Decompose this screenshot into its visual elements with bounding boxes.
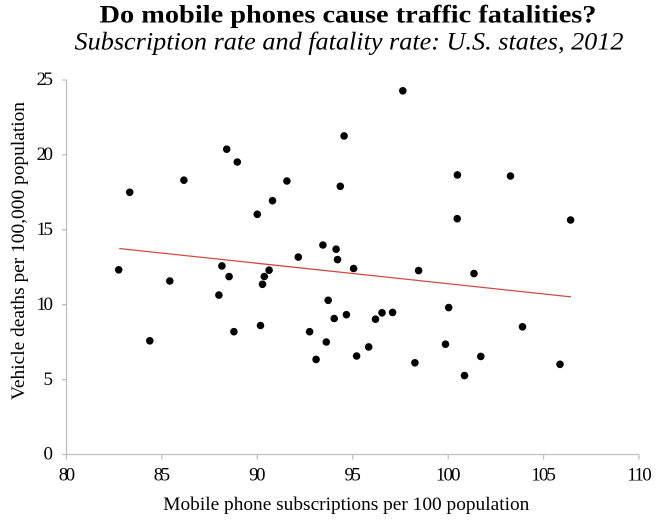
svg-text:5: 5: [44, 369, 54, 390]
svg-text:80: 80: [59, 465, 75, 486]
svg-text:Do mobile phones cause traffic: Do mobile phones cause traffic fatalitie…: [100, 0, 597, 29]
svg-text:0: 0: [44, 444, 54, 465]
svg-text:105: 105: [531, 465, 556, 486]
svg-text:10: 10: [37, 294, 53, 315]
svg-text:110: 110: [627, 465, 652, 486]
svg-text:Vehicle deaths per 100,000 pop: Vehicle deaths per 100,000 population: [9, 102, 29, 400]
svg-text:15: 15: [37, 219, 53, 240]
svg-text:100: 100: [436, 465, 461, 486]
svg-text:85: 85: [154, 465, 170, 486]
svg-text:Subscription rate and fatality: Subscription rate and fatality rate: U.S…: [75, 27, 624, 56]
svg-text:20: 20: [37, 144, 53, 165]
svg-text:90: 90: [249, 465, 265, 486]
svg-text:25: 25: [37, 69, 53, 90]
svg-text:95: 95: [345, 465, 361, 486]
svg-text:Mobile phone subscriptions per: Mobile phone subscriptions per 100 popul…: [163, 495, 529, 515]
